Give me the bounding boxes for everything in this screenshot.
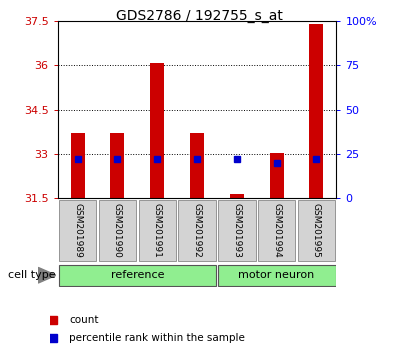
Text: GSM201992: GSM201992 <box>193 203 201 258</box>
Text: cell type: cell type <box>8 270 56 280</box>
Text: percentile rank within the sample: percentile rank within the sample <box>69 333 245 343</box>
Bar <box>270 153 284 198</box>
Text: GSM201990: GSM201990 <box>113 203 122 258</box>
Bar <box>258 200 295 261</box>
Bar <box>59 200 96 261</box>
Text: reference: reference <box>111 270 164 280</box>
Bar <box>310 24 324 198</box>
Text: GSM201991: GSM201991 <box>153 203 162 258</box>
Bar <box>230 194 244 198</box>
Bar <box>71 133 85 198</box>
Text: GSM201993: GSM201993 <box>232 203 241 258</box>
Bar <box>150 63 164 198</box>
Bar <box>139 200 176 261</box>
Bar <box>99 200 136 261</box>
Polygon shape <box>38 268 56 283</box>
Bar <box>298 200 335 261</box>
Text: count: count <box>69 315 99 325</box>
Bar <box>111 133 125 198</box>
Text: GDS2786 / 192755_s_at: GDS2786 / 192755_s_at <box>115 9 283 23</box>
Text: GSM201989: GSM201989 <box>73 203 82 258</box>
Bar <box>218 200 256 261</box>
Bar <box>178 200 216 261</box>
Bar <box>190 133 204 198</box>
Text: motor neuron: motor neuron <box>238 270 315 280</box>
Text: GSM201995: GSM201995 <box>312 203 321 258</box>
Bar <box>59 265 216 286</box>
Bar <box>218 265 336 286</box>
Text: GSM201994: GSM201994 <box>272 203 281 258</box>
